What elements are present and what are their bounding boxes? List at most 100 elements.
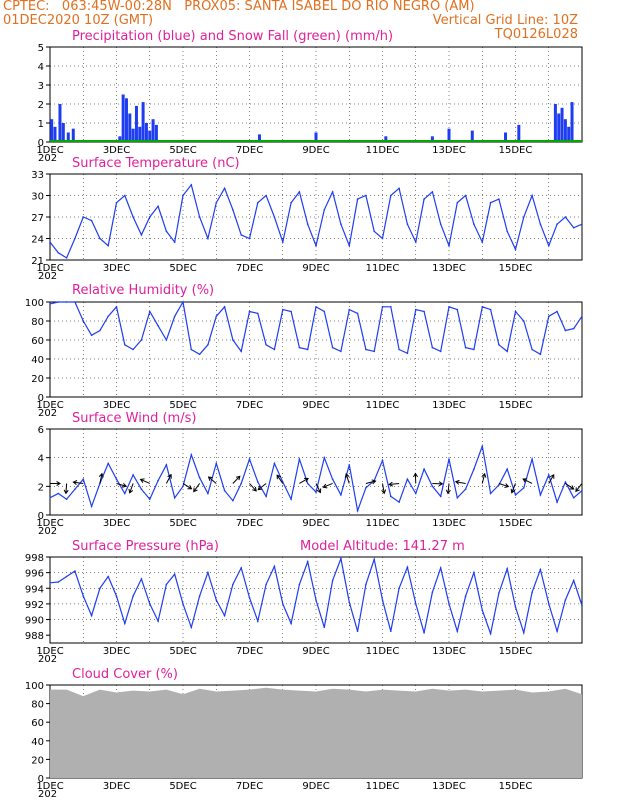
data-point — [498, 592, 500, 594]
wind-arrow — [323, 483, 333, 488]
precip-bar — [517, 124, 521, 142]
data-point — [298, 583, 301, 586]
data-point — [547, 603, 550, 605]
wind-arrow — [193, 483, 201, 492]
panel-title: Surface Wind (m/s) — [72, 411, 196, 426]
data-point — [115, 595, 118, 597]
y-tick-label: 100 — [25, 681, 44, 692]
x-tick-label: 15DEC — [499, 400, 533, 411]
data-point — [124, 622, 126, 625]
data-point — [581, 315, 583, 318]
data-point — [365, 194, 367, 197]
data-point — [290, 201, 292, 204]
panel-title: Cloud Cover (%) — [72, 667, 178, 682]
data-point — [464, 194, 467, 197]
data-point — [74, 237, 76, 240]
wind-arrow — [315, 483, 321, 493]
data-point — [547, 244, 550, 247]
data-point — [74, 570, 76, 572]
data-point — [423, 632, 425, 634]
data-point — [190, 454, 193, 456]
data-point — [439, 495, 442, 498]
x-tick-label: 5DEC — [169, 646, 196, 657]
x-tick-label: 11DEC — [366, 781, 400, 792]
wind-arrow — [365, 480, 376, 484]
x-tick-label: 13DEC — [432, 781, 466, 792]
wind-arrow-head — [550, 473, 555, 479]
data-point — [348, 308, 351, 311]
y-tick-label: 33 — [31, 170, 44, 181]
data-point — [481, 305, 484, 308]
y-tick-label: 988 — [25, 631, 44, 642]
data-point — [140, 339, 143, 341]
data-point — [390, 495, 392, 498]
y-tick-label: 2 — [38, 482, 44, 493]
data-point — [57, 581, 60, 583]
wind-arrow-head — [63, 489, 69, 495]
data-point — [82, 595, 85, 597]
data-point — [323, 209, 326, 211]
wind-arrow-head — [72, 480, 78, 485]
precip-bar — [557, 113, 561, 142]
data-point — [57, 252, 60, 254]
x-tick-label: 9DEC — [302, 145, 329, 156]
data-point — [257, 312, 259, 315]
data-point — [340, 350, 342, 353]
wind-arrow — [140, 478, 150, 484]
precip-bar — [570, 102, 574, 142]
series-line-1 — [49, 183, 583, 259]
panel-title: Surface Temperature (nC) — [72, 156, 240, 171]
data-point — [115, 201, 118, 204]
data-point — [356, 198, 359, 200]
header-line1: CPTEC: 063:45W-00:28N PROX05: SANTA ISAB… — [3, 0, 475, 14]
data-point — [331, 346, 334, 349]
data-point — [298, 191, 301, 193]
x-tick-label: 9DEC — [302, 646, 329, 657]
data-point — [514, 310, 517, 313]
data-point — [248, 237, 251, 240]
precip-bar — [447, 128, 451, 142]
data-point — [223, 489, 226, 492]
x-tick-label: 13DEC — [432, 646, 466, 657]
x-tick-label: 7DEC — [236, 263, 263, 274]
data-point — [431, 485, 434, 488]
precip-bar — [560, 107, 564, 142]
precip-bar — [128, 113, 132, 142]
y-tick-label: 3 — [38, 81, 44, 92]
x-tick-label: 3DEC — [103, 145, 130, 156]
x-tick-label: 3DEC — [103, 400, 130, 411]
precip-bar — [134, 105, 138, 142]
wind-arrow — [208, 476, 217, 484]
data-point — [431, 346, 434, 349]
data-point — [514, 494, 517, 496]
wind-arrow — [276, 474, 284, 484]
data-point — [132, 216, 134, 218]
wind-arrow — [73, 481, 84, 484]
wind-arrow-head — [122, 482, 128, 488]
x-tick-label: 3DEC — [103, 518, 130, 529]
data-point — [564, 216, 567, 218]
data-point — [107, 244, 109, 247]
data-point — [132, 595, 134, 597]
data-point — [523, 320, 525, 322]
data-point — [414, 308, 417, 311]
x-tick-label: 9DEC — [302, 518, 329, 529]
data-point — [323, 626, 326, 629]
precip-bar — [384, 136, 388, 142]
data-point — [65, 301, 68, 303]
data-point — [107, 462, 109, 465]
x-tick-label: 15DEC — [499, 781, 533, 792]
y-tick-label: 40 — [31, 355, 44, 366]
data-point — [431, 591, 434, 593]
precip-bar — [154, 124, 158, 142]
wind-arrow — [511, 483, 516, 493]
data-point — [456, 308, 459, 311]
data-point — [65, 575, 68, 578]
data-point — [82, 478, 85, 480]
wind-arrow — [165, 474, 172, 484]
x-tick-label: 7DEC — [236, 400, 263, 411]
x-year-fragment: 202 — [38, 789, 57, 800]
data-point — [506, 567, 508, 570]
precip-bar — [61, 123, 65, 142]
x-tick-label: 1DEC — [36, 400, 63, 411]
